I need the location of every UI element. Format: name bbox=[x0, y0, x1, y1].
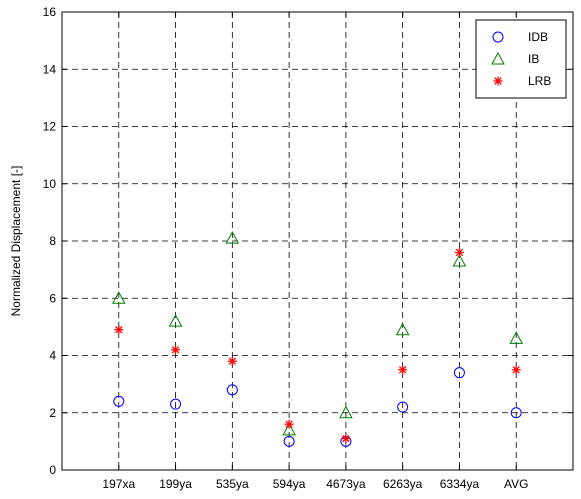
idb-point bbox=[283, 435, 295, 447]
legend-label-idb: IDB bbox=[528, 30, 548, 44]
y-tick-label: 16 bbox=[43, 5, 57, 19]
asterisk-stroke bbox=[494, 77, 502, 85]
series-ib bbox=[111, 231, 524, 436]
legend-marker-lrb bbox=[493, 76, 503, 86]
axes-frame bbox=[61, 11, 574, 471]
y-tick-label: 0 bbox=[49, 463, 56, 477]
idb-point bbox=[226, 384, 238, 396]
lrb-point bbox=[284, 419, 294, 429]
data-points bbox=[111, 231, 524, 447]
axes bbox=[61, 11, 574, 471]
ib-point bbox=[282, 422, 296, 436]
ib-point bbox=[395, 322, 410, 336]
asterisk-stroke bbox=[342, 434, 350, 443]
x-tick-label: 197xa bbox=[102, 477, 135, 491]
y-tick-label: 10 bbox=[43, 177, 57, 191]
ib-point bbox=[168, 314, 183, 327]
asterisk-stroke bbox=[285, 420, 293, 428]
asterisk-stroke bbox=[228, 357, 237, 365]
lrb-point bbox=[398, 365, 408, 375]
x-tick-labels: 197xa 199ya 535ya 594ya 4673ya 6263ya 6334ya AV… bbox=[102, 477, 528, 491]
idb-point bbox=[453, 367, 465, 379]
idb-point bbox=[397, 401, 409, 413]
ib-point bbox=[509, 331, 524, 344]
ib-point bbox=[111, 291, 126, 304]
lrb-point bbox=[114, 325, 124, 335]
series-lrb bbox=[114, 247, 521, 444]
ib-point bbox=[339, 405, 353, 419]
x-tick-label: 4673ya bbox=[326, 477, 366, 491]
lrb-point bbox=[511, 365, 521, 375]
idb-point bbox=[510, 407, 522, 419]
ib-point bbox=[452, 253, 467, 267]
series-idb bbox=[113, 367, 522, 447]
ib-point bbox=[225, 231, 240, 244]
y-axis-label: Normalized Displacement [-] bbox=[9, 166, 23, 317]
y-tick-label: 6 bbox=[49, 291, 56, 305]
idb-point bbox=[170, 398, 182, 410]
y-tick-labels: 0 2 4 6 8 10 12 14 16 bbox=[43, 5, 57, 477]
legend: IDB IB LRB bbox=[475, 19, 567, 99]
lrb-point bbox=[454, 247, 464, 257]
x-tick-label: 6334ya bbox=[440, 477, 480, 491]
y-tick-label: 12 bbox=[43, 120, 57, 134]
legend-box bbox=[475, 19, 567, 99]
y-tick-label: 14 bbox=[43, 62, 57, 76]
asterisk-stroke bbox=[455, 248, 464, 257]
lrb-point bbox=[341, 434, 351, 444]
x-tick-label: 199ya bbox=[159, 477, 192, 491]
x-tick-label: AVG bbox=[504, 477, 528, 491]
lrb-point bbox=[171, 345, 181, 355]
lrb-point bbox=[227, 356, 237, 366]
asterisk-stroke bbox=[398, 366, 407, 374]
idb-point bbox=[113, 395, 125, 407]
x-tick-label: 6263ya bbox=[383, 477, 423, 491]
legend-marker-ib bbox=[491, 51, 505, 65]
legend-marker-idb bbox=[492, 31, 504, 43]
asterisk-stroke bbox=[512, 366, 520, 374]
y-tick-label: 8 bbox=[49, 234, 56, 248]
asterisk-stroke bbox=[171, 346, 180, 354]
x-tick-label: 535ya bbox=[216, 477, 249, 491]
asterisk-stroke bbox=[115, 326, 123, 334]
x-tick-label: 594ya bbox=[273, 477, 306, 491]
legend-label-ib: IB bbox=[528, 52, 539, 66]
legend-label-lrb: LRB bbox=[528, 74, 551, 88]
y-tick-label: 2 bbox=[49, 406, 56, 420]
y-tick-label: 4 bbox=[49, 349, 56, 363]
